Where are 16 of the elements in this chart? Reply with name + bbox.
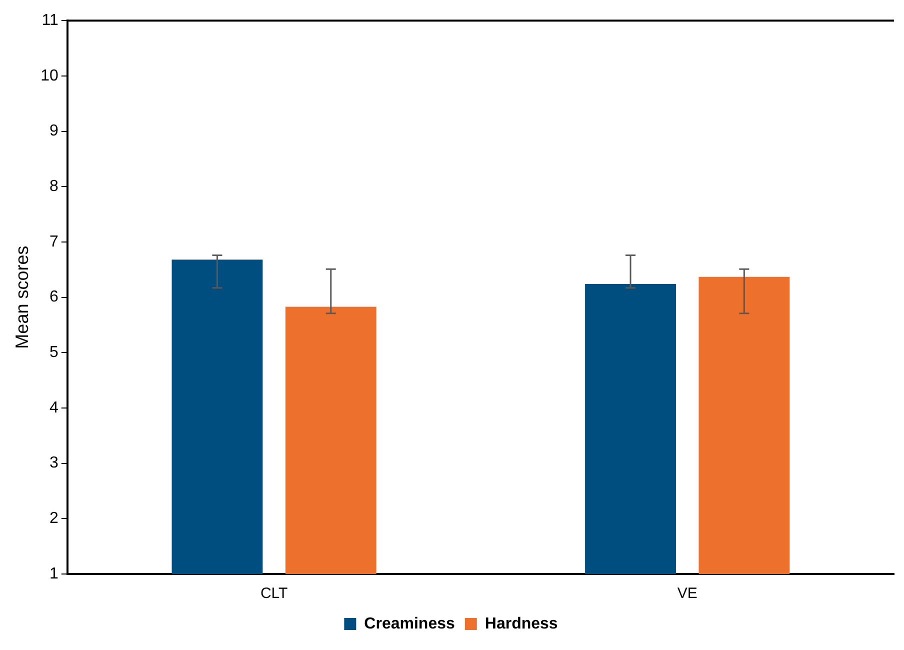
- y-tick-label: 11: [42, 12, 58, 30]
- y-tick-label: 7: [49, 233, 58, 250]
- y-tick-label: 9: [49, 122, 58, 140]
- y-tick-label: 6: [49, 288, 58, 306]
- x-tick-label: CLT: [260, 585, 288, 602]
- y-tick-label: 10: [40, 67, 58, 84]
- y-tick-label: 4: [49, 399, 58, 416]
- y-tick-label: 5: [49, 344, 58, 362]
- y-axis-title: Mean scores: [12, 246, 32, 349]
- x-tick-label: VE: [677, 585, 698, 602]
- y-tick-label: 2: [49, 510, 58, 528]
- legend-label: Hardness: [484, 615, 558, 632]
- y-tick-label: 1: [49, 565, 58, 582]
- legend-label: Creaminess: [364, 615, 455, 632]
- y-tick-label: 3: [49, 454, 58, 472]
- y-tick-label: 8: [49, 178, 58, 196]
